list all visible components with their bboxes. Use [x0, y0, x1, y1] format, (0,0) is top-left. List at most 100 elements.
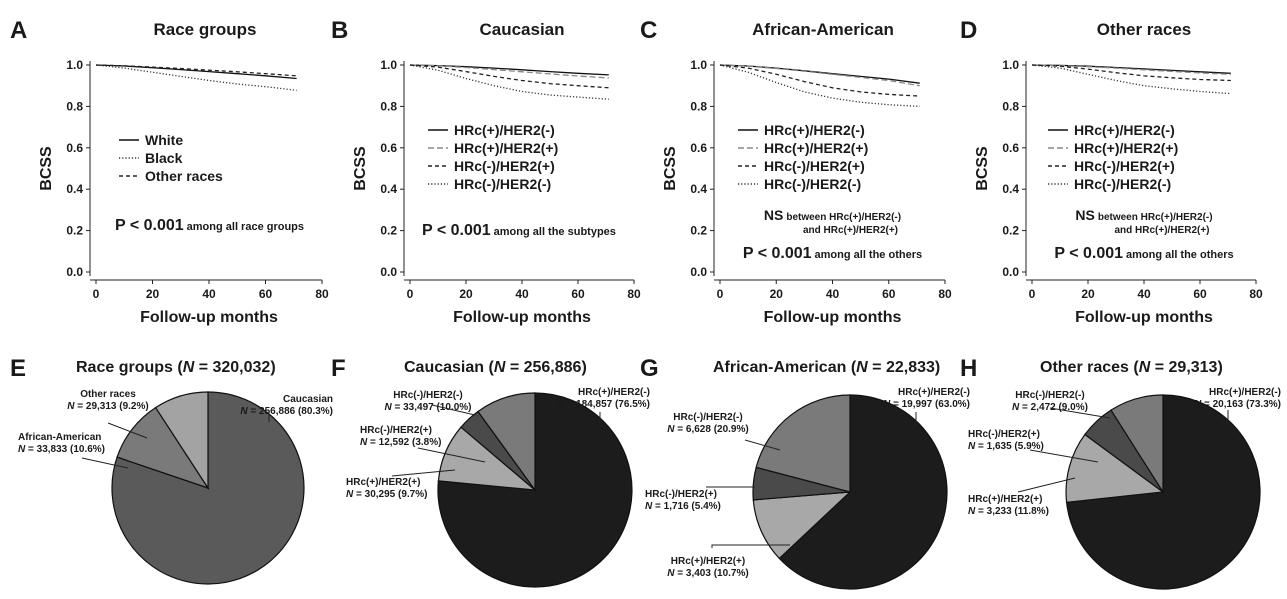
y-axis-label: BCSS	[662, 146, 679, 191]
pie-leader-line	[391, 469, 456, 477]
p-value-text: P < 0.001	[743, 245, 812, 262]
pie-leader-line	[107, 422, 148, 439]
pie-leader-line	[711, 544, 790, 548]
p-value-text: P < 0.001	[1054, 245, 1123, 262]
ns-annotation: NS between HRc(+)/HER2(-)	[1075, 207, 1212, 223]
series-line-2	[719, 64, 920, 97]
pie-title-suffix: = 320,032)	[194, 359, 275, 376]
pie-panel-f: F Caucasian (N = 256,886)HRc(+)/HER2(-)N …	[331, 355, 650, 588]
panel-letter: D	[960, 17, 977, 44]
pie-slice-count: = 20,163 (73.3%)	[1201, 399, 1281, 410]
survival-panel-d: D Other races 0.0 0.2 0.4 0.6 0.8 1.0 0 20 40 60 80 F…	[960, 17, 1263, 326]
y-tick-label: 0.8	[690, 99, 707, 113]
pie-slice-label: HRc(-)/HER2(-)	[393, 390, 462, 401]
x-tick-label: 60	[1193, 287, 1207, 301]
pie-slice-count: = 3,403 (10.7%)	[675, 568, 749, 579]
pie-leader-line	[1029, 449, 1099, 463]
legend-label: HRc(+)/HER2(-)	[764, 122, 865, 138]
series-line-0	[95, 64, 297, 80]
p-value-annotation: P < 0.001 among all the others	[743, 245, 922, 262]
p-value-text: P < 0.001	[422, 222, 491, 239]
x-tick-label: 20	[770, 287, 784, 301]
legend-label: HRc(-)/HER2(+)	[1074, 158, 1175, 174]
y-tick-label: 0.4	[690, 182, 707, 196]
y-tick-label: 0.0	[690, 265, 707, 279]
x-axis-label: Follow-up months	[453, 309, 591, 326]
legend-label: HRc(-)/HER2(-)	[454, 176, 551, 192]
pie-slice-label: HRc(-)/HER2(+)	[360, 425, 432, 436]
y-tick-label: 0.6	[380, 141, 397, 155]
pie-slice-detail: N = 19,997 (63.0%)	[883, 399, 970, 410]
legend-label: HRc(+)/HER2(+)	[454, 140, 558, 156]
pie-slice-n: N	[557, 399, 565, 410]
pie-slice-1	[1065, 433, 1165, 503]
pie-title-suffix: = 256,886)	[505, 359, 586, 376]
pie-slice-3	[755, 394, 851, 493]
y-axis-label: BCSS	[974, 146, 991, 191]
legend-label: Black	[145, 150, 183, 166]
pie-slice-count: = 2,472 (9.0%)	[1019, 402, 1088, 413]
y-tick-label: 1.0	[380, 58, 397, 72]
pie-slice-count: = 184,857 (76.5%)	[565, 399, 650, 410]
survival-panel-c: C African-American 0.0 0.2 0.4 0.6 0.8 1.0 0 20 40…	[640, 17, 952, 326]
pie-slice-n: N	[883, 399, 891, 410]
pie-leader-line	[417, 447, 486, 463]
panel-letter: A	[10, 17, 27, 44]
pie-slice-label: HRc(+)/HER2(-)	[578, 387, 650, 398]
series-line-0	[719, 64, 920, 84]
p-value-note: among all race groups	[187, 221, 304, 233]
p-value-annotation: P < 0.001 among all the others	[1054, 245, 1233, 262]
ns-note-line2: and HRc(+)/HER2(+)	[1114, 225, 1209, 236]
y-tick-label: 0.2	[380, 224, 397, 238]
y-tick-label: 1.0	[1002, 58, 1019, 72]
pie-slice-count: = 29,313 (9.2%)	[75, 401, 149, 412]
y-tick-label: 0.6	[1002, 141, 1019, 155]
ns-text: NS	[764, 207, 783, 223]
pie-title: African-American (N = 22,833)	[713, 359, 940, 376]
x-axis-label: Follow-up months	[1075, 309, 1213, 326]
pie-slice-detail: N = 33,497 (10.0%)	[384, 402, 471, 413]
pie-slice-label: HRc(+)/HER2(-)	[1209, 387, 1281, 398]
pie-panel-g: G African-American (N = 22,833)HRc(+)/HER…	[640, 355, 970, 590]
pie-slice-detail: N = 33,833 (10.6%)	[18, 444, 105, 455]
pie-slice-count: = 19,997 (63.0%)	[890, 399, 970, 410]
p-value-note: among all the others	[1126, 249, 1234, 261]
pie-slice-n: N	[645, 501, 653, 512]
pie-slice-n: N	[240, 406, 248, 417]
pie-title: Other races (N = 29,313)	[1040, 359, 1223, 376]
legend-label: White	[145, 132, 183, 148]
pie-slice-count: = 30,295 (9.7%)	[353, 489, 427, 500]
panel-title: Caucasian	[479, 20, 564, 39]
y-tick-label: 0.8	[66, 99, 83, 113]
pie-slice-count: = 1,716 (5.4%)	[652, 501, 721, 512]
y-tick-label: 0.2	[1002, 224, 1019, 238]
pie-panel-h: H Other races (N = 29,313)HRc(+)/HER2(-)N…	[960, 355, 1281, 590]
pie-leader-line	[744, 439, 781, 451]
pie-title-suffix: = 22,833)	[868, 359, 941, 376]
p-value-note: among all the subtypes	[494, 226, 616, 238]
x-tick-label: 60	[571, 287, 585, 301]
y-tick-label: 0.4	[1002, 182, 1019, 196]
panel-letter: B	[331, 17, 348, 44]
x-tick-label: 40	[202, 287, 216, 301]
x-tick-label: 20	[459, 287, 473, 301]
series-line-3	[1031, 64, 1231, 95]
y-tick-label: 0.6	[690, 141, 707, 155]
x-tick-label: 80	[627, 287, 641, 301]
x-tick-label: 0	[717, 287, 724, 301]
pie-slice-0	[111, 391, 305, 585]
panel-letter: C	[640, 17, 657, 44]
pie-slice-label: HRc(-)/HER2(-)	[1015, 390, 1084, 401]
pie-leader-line	[1017, 477, 1076, 493]
x-tick-label: 40	[515, 287, 529, 301]
ns-text: NS	[1075, 207, 1094, 223]
y-tick-label: 0.8	[1002, 99, 1019, 113]
pie-title-n: N	[1139, 359, 1151, 376]
pie-slice-label: HRc(-)/HER2(-)	[673, 412, 742, 423]
x-tick-label: 60	[259, 287, 273, 301]
x-tick-label: 40	[826, 287, 840, 301]
series-line-1	[719, 64, 920, 87]
x-tick-label: 40	[1137, 287, 1151, 301]
